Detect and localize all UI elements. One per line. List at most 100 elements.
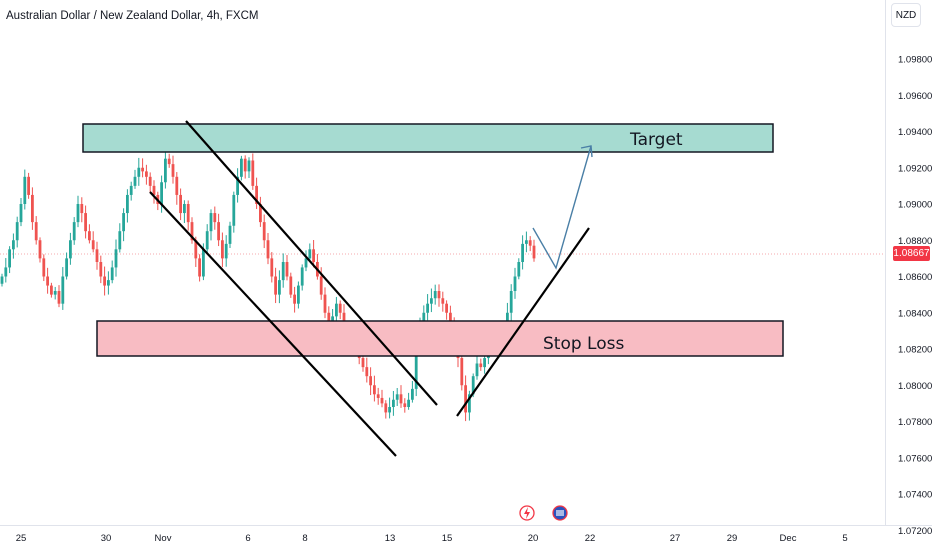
candle-body <box>361 358 365 368</box>
candle-body <box>240 158 243 177</box>
candle-body <box>88 231 91 241</box>
target-zone[interactable] <box>82 123 774 153</box>
candle-body <box>65 258 68 277</box>
projection-arrowhead <box>580 145 593 158</box>
candle-body <box>129 185 133 195</box>
x-tick-label: 15 <box>442 533 453 544</box>
y-tick-label: 1.08200 <box>898 345 932 356</box>
candle-body <box>430 298 433 304</box>
candle-body <box>471 376 475 395</box>
candle-body <box>509 291 513 313</box>
candle-body <box>289 276 293 295</box>
candle-body <box>297 285 300 304</box>
candle-body <box>80 204 84 214</box>
candle-body <box>46 276 49 286</box>
x-tick-label: 8 <box>302 533 307 544</box>
candle-body <box>327 312 331 322</box>
projection-path[interactable] <box>532 145 592 270</box>
candle-body <box>422 312 426 322</box>
candle-body <box>517 262 521 277</box>
candle-body <box>262 222 266 241</box>
channel-lower-line[interactable] <box>149 191 397 457</box>
candle-body <box>42 258 46 277</box>
candle-body <box>437 291 441 299</box>
candle-body <box>107 280 110 286</box>
y-tick-label: 1.07800 <box>898 417 932 428</box>
candle-body <box>411 388 414 400</box>
flag-icon[interactable] <box>552 505 568 521</box>
candle-body <box>285 262 289 277</box>
candle-body <box>373 385 376 395</box>
candle-body <box>118 231 122 250</box>
candle-body <box>53 291 57 295</box>
stop-loss-zone[interactable] <box>96 320 784 357</box>
candle-body <box>57 291 61 304</box>
candle-body <box>114 249 118 268</box>
candle-body <box>91 240 95 250</box>
y-tick-label: 1.07200 <box>898 526 932 537</box>
channel-upper-line[interactable] <box>185 120 438 406</box>
candle-body <box>399 394 403 404</box>
candle-body <box>464 385 467 413</box>
x-tick-label: 27 <box>670 533 681 544</box>
y-tick-label: 1.09600 <box>898 91 932 102</box>
candle-body <box>293 294 296 304</box>
candle-body <box>190 222 194 241</box>
candle-body <box>323 294 327 313</box>
candle-body <box>19 204 23 223</box>
candle-body <box>331 316 334 322</box>
y-tick-label: 1.09800 <box>898 55 932 66</box>
candle-body <box>312 249 315 262</box>
candle-body <box>133 176 137 186</box>
y-tick-label: 1.09400 <box>898 127 932 138</box>
candle-body <box>99 262 103 277</box>
candle-body <box>479 363 483 368</box>
candle-body <box>266 240 270 259</box>
candle-body <box>521 243 524 262</box>
target-label: Target <box>629 130 683 150</box>
candle-body <box>460 358 464 386</box>
candle-body <box>228 225 232 244</box>
currency-button[interactable]: NZD <box>891 3 921 27</box>
y-tick-label: 1.09200 <box>898 163 932 174</box>
candle-body <box>171 164 175 177</box>
candle-body <box>236 176 239 195</box>
symbol-title[interactable]: Australian Dollar / New Zealand Dollar, … <box>6 10 259 22</box>
candle-body <box>392 399 395 407</box>
lightning-icon[interactable] <box>519 505 535 521</box>
candle-body <box>281 262 285 281</box>
x-tick-label: 30 <box>101 533 112 544</box>
y-tick-label: 1.07600 <box>898 453 932 464</box>
candle-body <box>414 349 418 389</box>
candle-body <box>186 204 190 223</box>
candle-body <box>198 258 201 277</box>
y-tick-label: 1.08800 <box>898 236 932 247</box>
candle-body <box>122 213 125 232</box>
candle-body <box>274 276 277 295</box>
candle-body <box>255 185 258 204</box>
candle-body <box>209 213 213 232</box>
x-tick-label: 13 <box>385 533 396 544</box>
candle-body <box>403 403 407 407</box>
candle-body <box>388 407 391 413</box>
candle-body <box>525 240 528 244</box>
candle-body <box>0 276 4 284</box>
candle-body <box>304 258 308 268</box>
candle-body <box>95 249 99 262</box>
candle-body <box>69 240 72 259</box>
candle-body <box>152 185 156 195</box>
candle-body <box>38 240 42 259</box>
x-tick-label: 5 <box>842 533 847 544</box>
candle-body <box>175 176 179 195</box>
candle-body <box>369 376 372 386</box>
candle-body <box>441 298 445 304</box>
candle-body <box>194 240 198 259</box>
candle-body <box>449 312 452 328</box>
candle-body <box>72 222 76 241</box>
candle-body <box>50 285 53 295</box>
candle-body <box>270 258 274 277</box>
candle-body <box>247 160 251 172</box>
trendline-support[interactable] <box>456 227 590 417</box>
